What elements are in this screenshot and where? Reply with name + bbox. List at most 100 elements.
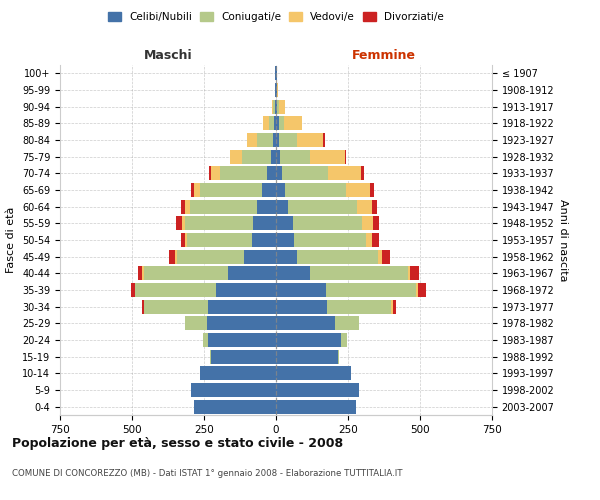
Bar <box>191 383 276 397</box>
Bar <box>294 233 367 247</box>
Bar <box>277 83 278 97</box>
Bar <box>242 150 271 164</box>
Bar <box>326 283 416 297</box>
Bar <box>280 150 310 164</box>
Bar <box>362 216 373 230</box>
Bar <box>269 116 274 130</box>
Bar <box>392 300 395 314</box>
Bar <box>276 233 294 247</box>
Bar <box>356 200 371 214</box>
Bar <box>279 133 297 147</box>
Bar <box>176 250 244 264</box>
Bar <box>276 150 280 164</box>
Bar <box>215 283 276 297</box>
Bar <box>276 100 277 114</box>
Bar <box>220 166 268 180</box>
Bar <box>367 233 372 247</box>
Bar <box>279 116 284 130</box>
Bar <box>247 133 257 147</box>
Bar <box>208 300 276 314</box>
Bar <box>142 266 143 280</box>
Bar <box>277 100 279 114</box>
Bar <box>251 233 276 247</box>
Bar <box>285 183 346 197</box>
Bar <box>373 216 379 230</box>
Bar <box>282 166 328 180</box>
Bar <box>262 183 276 197</box>
Bar <box>185 316 207 330</box>
Bar <box>211 166 220 180</box>
Text: Popolazione per età, sesso e stato civile - 2008: Popolazione per età, sesso e stato civil… <box>12 437 343 450</box>
Bar <box>181 200 185 214</box>
Bar <box>345 150 346 164</box>
Bar <box>244 250 276 264</box>
Bar <box>257 200 276 214</box>
Bar <box>276 400 356 414</box>
Bar <box>410 266 419 280</box>
Y-axis label: Fasce di età: Fasce di età <box>7 207 16 273</box>
Bar <box>229 266 276 280</box>
Bar <box>276 200 288 214</box>
Bar <box>200 183 262 197</box>
Bar <box>370 183 374 197</box>
Bar <box>284 116 302 130</box>
Bar <box>274 116 276 130</box>
Bar <box>361 166 364 180</box>
Bar <box>418 283 427 297</box>
Bar <box>131 283 135 297</box>
Bar <box>185 200 190 214</box>
Bar <box>185 233 187 247</box>
Bar <box>169 250 175 264</box>
Bar <box>253 216 276 230</box>
Text: Femmine: Femmine <box>352 48 416 62</box>
Legend: Celibi/Nubili, Coniugati/e, Vedovi/e, Divorziati/e: Celibi/Nubili, Coniugati/e, Vedovi/e, Di… <box>104 8 448 26</box>
Bar <box>200 366 276 380</box>
Bar <box>190 200 257 214</box>
Bar <box>338 350 340 364</box>
Bar <box>211 350 276 364</box>
Bar <box>271 150 276 164</box>
Bar <box>276 300 327 314</box>
Bar <box>142 300 143 314</box>
Bar <box>378 250 382 264</box>
Bar <box>276 283 326 297</box>
Bar <box>371 200 377 214</box>
Text: Maschi: Maschi <box>143 48 193 62</box>
Y-axis label: Anni di nascita: Anni di nascita <box>559 198 568 281</box>
Bar <box>194 400 276 414</box>
Bar <box>182 216 185 230</box>
Bar <box>279 100 285 114</box>
Bar <box>372 233 379 247</box>
Bar <box>276 133 279 147</box>
Bar <box>391 300 392 314</box>
Bar <box>272 133 276 147</box>
Bar <box>288 200 356 214</box>
Bar <box>276 216 293 230</box>
Bar <box>382 250 390 264</box>
Bar <box>276 383 359 397</box>
Bar <box>210 350 211 364</box>
Bar <box>293 216 362 230</box>
Bar <box>209 166 211 180</box>
Bar <box>276 316 335 330</box>
Bar <box>276 250 297 264</box>
Bar <box>191 183 194 197</box>
Bar <box>135 283 215 297</box>
Bar <box>346 183 370 197</box>
Bar <box>181 233 185 247</box>
Bar <box>257 133 272 147</box>
Bar <box>341 333 347 347</box>
Bar <box>276 333 341 347</box>
Bar <box>276 350 338 364</box>
Bar <box>143 266 229 280</box>
Bar <box>194 183 200 197</box>
Bar <box>328 166 361 180</box>
Bar <box>207 316 276 330</box>
Bar <box>276 166 282 180</box>
Bar <box>138 266 142 280</box>
Bar <box>276 366 351 380</box>
Bar <box>275 100 276 114</box>
Bar <box>175 250 176 264</box>
Bar <box>273 100 275 114</box>
Bar <box>323 133 325 147</box>
